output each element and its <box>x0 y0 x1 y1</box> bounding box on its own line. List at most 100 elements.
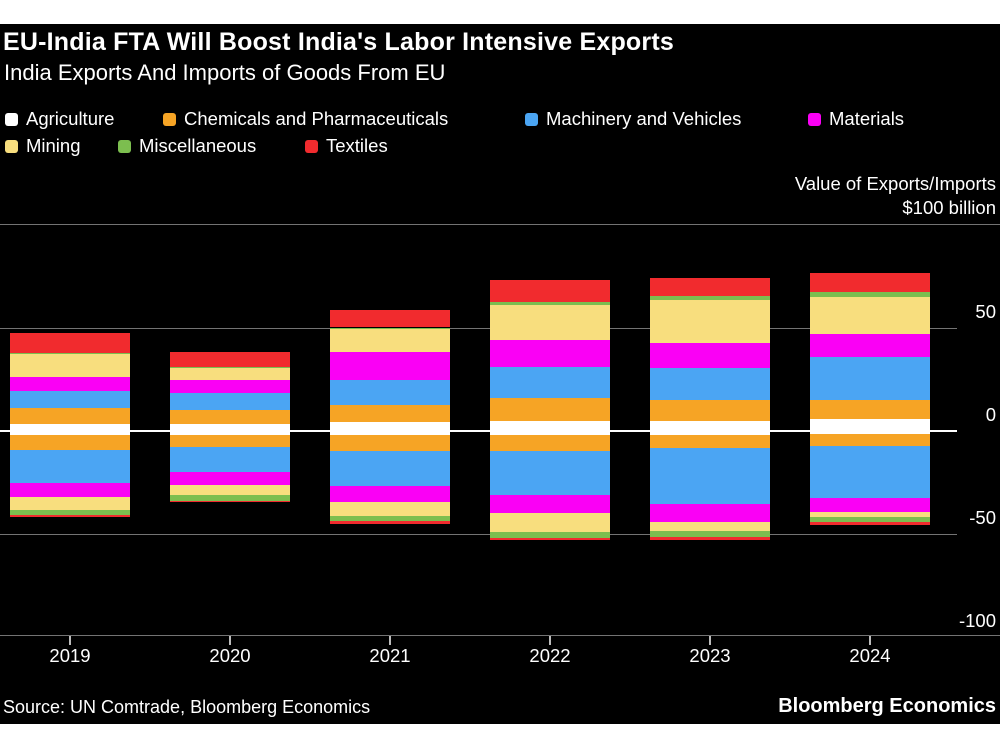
bar-2019-import-chemicals-and-pharmaceuticals <box>10 434 130 451</box>
x-tick-2019 <box>69 636 71 645</box>
bar-2020-import-agriculture <box>170 430 290 435</box>
x-tick-2022 <box>549 636 551 645</box>
legend-label-chemicals-and-pharmaceuticals: Chemicals and Pharmaceuticals <box>184 107 449 129</box>
x-tick-2023 <box>709 636 711 645</box>
bar-2021-import-machinery-and-vehicles <box>330 451 450 487</box>
bar-2024-import-materials <box>810 498 930 512</box>
legend-label-materials: Materials <box>829 107 905 129</box>
y-tick-label--100: -100 <box>958 609 996 631</box>
bar-2022-import-textiles <box>490 537 610 540</box>
bar-2019-import-materials <box>10 483 130 498</box>
legend-item-textiles: Textiles <box>305 134 388 156</box>
bar-2021-import-chemicals-and-pharmaceuticals <box>330 434 450 452</box>
legend-swatch-miscellaneous <box>118 139 131 153</box>
bar-2021-export-machinery-and-vehicles <box>330 380 450 405</box>
bar-2021-export-textiles <box>330 309 450 328</box>
legend-swatch-mining <box>5 139 18 153</box>
bar-2021-import-miscellaneous <box>330 515 450 522</box>
bar-2021-import-textiles <box>330 521 450 525</box>
bar-2019-import-miscellaneous <box>10 509 130 515</box>
bar-2022-export-textiles <box>490 280 610 302</box>
bar-2022-import-materials <box>490 495 610 513</box>
legend-swatch-materials <box>808 112 821 126</box>
bar-2019-import-machinery-and-vehicles <box>10 450 130 484</box>
bar-2023-import-chemicals-and-pharmaceuticals <box>650 434 770 448</box>
bar-2019-export-textiles <box>10 333 130 353</box>
bar-2023-import-textiles <box>650 536 770 540</box>
bar-2024-import-chemicals-and-pharmaceuticals <box>810 433 930 446</box>
legend-label-machinery-and-vehicles: Machinery and Vehicles <box>546 107 742 129</box>
y-tick-label--50: -50 <box>969 506 996 528</box>
bar-2023-import-machinery-and-vehicles <box>650 448 770 504</box>
legend-swatch-chemicals-and-pharmaceuticals <box>163 112 176 126</box>
bar-2019-import-agriculture <box>10 430 130 435</box>
bar-2020-import-mining <box>170 485 290 496</box>
bar-2020-import-machinery-and-vehicles <box>170 446 290 472</box>
bar-2022-export-agriculture <box>490 421 610 431</box>
y-axis-unit-line2: $100 billion <box>902 197 996 218</box>
bar-2023-export-agriculture <box>650 421 770 431</box>
bar-2020-export-textiles <box>170 351 290 368</box>
chart-panel: EU-India FTA Will Boost India's Labor In… <box>0 24 1000 724</box>
bar-2019-export-miscellaneous <box>10 352 130 354</box>
x-tick-label-2023: 2023 <box>689 645 731 666</box>
legend-item-machinery-and-vehicles: Machinery and Vehicles <box>525 107 742 129</box>
x-axis-line <box>0 635 1000 636</box>
bar-2020-export-materials <box>170 380 290 394</box>
bar-2023-import-mining <box>650 522 770 532</box>
chart-title: EU-India FTA Will Boost India's Labor In… <box>3 28 674 56</box>
legend-label-miscellaneous: Miscellaneous <box>139 134 257 156</box>
legend-label-agriculture: Agriculture <box>26 107 115 129</box>
legend-item-agriculture: Agriculture <box>5 107 115 129</box>
bar-2022-export-mining <box>490 304 610 340</box>
bar-2023-export-materials <box>650 342 770 368</box>
bar-2019-import-textiles <box>10 514 130 517</box>
bar-2021-import-agriculture <box>330 430 450 435</box>
x-tick-label-2024: 2024 <box>849 645 891 666</box>
legend-swatch-agriculture <box>5 112 18 126</box>
y-tick-label-0: 0 <box>985 403 996 425</box>
bar-2024-export-textiles <box>810 272 930 293</box>
y-tick-label-50: 50 <box>975 300 996 322</box>
bar-2023-import-agriculture <box>650 430 770 435</box>
bar-2024-import-textiles <box>810 522 930 526</box>
bar-2024-import-miscellaneous <box>810 517 930 523</box>
x-tick-2021 <box>389 636 391 645</box>
bar-2024-import-mining <box>810 511 930 517</box>
bar-2022-import-chemicals-and-pharmaceuticals <box>490 434 610 452</box>
legend-item-chemicals-and-pharmaceuticals: Chemicals and Pharmaceuticals <box>163 107 449 129</box>
bar-2020-import-textiles <box>170 500 290 502</box>
bar-2020-export-chemicals-and-pharmaceuticals <box>170 409 290 425</box>
bar-2020-export-agriculture <box>170 424 290 431</box>
x-tick-label-2020: 2020 <box>209 645 251 666</box>
gridline-neg50 <box>0 533 957 535</box>
bar-2022-export-miscellaneous <box>490 301 610 305</box>
bar-2022-export-machinery-and-vehicles <box>490 366 610 398</box>
bar-2019-import-mining <box>10 497 130 510</box>
bar-2024-export-chemicals-and-pharmaceuticals <box>810 399 930 420</box>
bar-2024-import-agriculture <box>810 430 930 434</box>
legend: Agriculture Chemicals and Pharmaceuticals… <box>0 24 1000 194</box>
bar-2021-import-materials <box>330 486 450 502</box>
bar-2019-export-machinery-and-vehicles <box>10 391 130 408</box>
bar-2024-import-machinery-and-vehicles <box>810 445 930 499</box>
bar-2021-export-agriculture <box>330 422 450 431</box>
bloomberg-economics-logo: Bloomberg Economics <box>778 695 996 717</box>
plot-top-border <box>0 224 1000 225</box>
bar-2023-export-mining <box>650 299 770 343</box>
legend-item-mining: Mining <box>5 136 81 155</box>
bar-2019-export-mining <box>10 353 130 377</box>
bar-2020-export-mining <box>170 367 290 381</box>
plot-area: 50 0 -50 -100 2019 2020 2021 2022 2023 2024 <box>0 224 1000 666</box>
bar-2024-export-materials <box>810 333 930 358</box>
gridline-50 <box>0 327 957 329</box>
legend-label-textiles: Textiles <box>326 134 388 156</box>
x-tick-label-2022: 2022 <box>529 645 571 666</box>
bar-2022-import-machinery-and-vehicles <box>490 451 610 496</box>
bar-2022-import-mining <box>490 512 610 533</box>
legend-swatch-machinery-and-vehicles <box>525 112 538 126</box>
bar-2023-export-textiles <box>650 278 770 296</box>
bar-2022-export-chemicals-and-pharmaceuticals <box>490 397 610 422</box>
bar-2023-export-machinery-and-vehicles <box>650 367 770 400</box>
